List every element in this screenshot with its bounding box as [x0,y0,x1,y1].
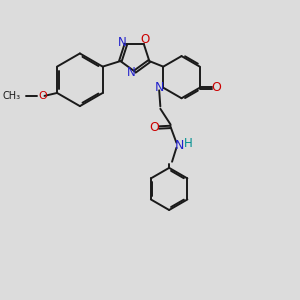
Text: H: H [184,137,193,150]
Text: O: O [140,33,150,46]
Text: N: N [118,36,126,50]
Text: O: O [38,91,47,101]
Text: N: N [154,81,164,94]
Text: N: N [175,139,184,152]
Text: CH₃: CH₃ [3,91,21,101]
Text: O: O [211,81,221,94]
Text: O: O [149,121,159,134]
Text: N: N [126,66,135,79]
